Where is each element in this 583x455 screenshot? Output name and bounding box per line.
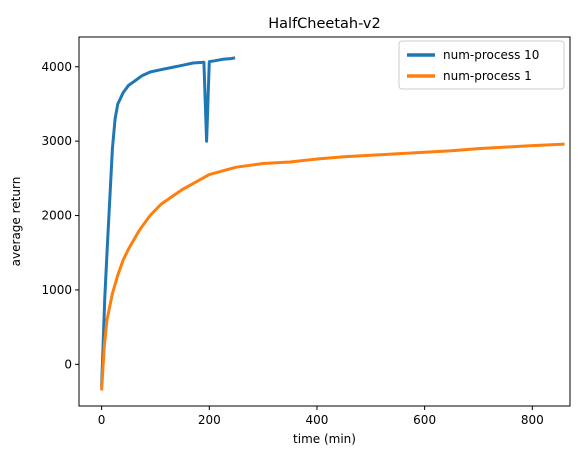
series-layer bbox=[100, 56, 565, 391]
legend: num-process 10 num-process 1 bbox=[398, 40, 565, 90]
y-tick-label: 2000 bbox=[41, 209, 72, 223]
y-tick-label: 1000 bbox=[41, 283, 72, 297]
y-tick-label: 0 bbox=[64, 357, 72, 371]
y-axis-label: average return bbox=[9, 177, 23, 267]
y-tick-label: 3000 bbox=[41, 134, 72, 148]
x-tick-label: 0 bbox=[98, 413, 106, 427]
x-axis-label: time (min) bbox=[293, 432, 356, 446]
series-line-1 bbox=[100, 142, 565, 391]
y-tick-label: 4000 bbox=[41, 60, 72, 74]
x-tick-label: 200 bbox=[198, 413, 221, 427]
series-line-0 bbox=[100, 56, 236, 387]
plot-frame bbox=[78, 36, 571, 407]
x-axis: 0 200 400 600 800 bbox=[98, 406, 544, 427]
x-tick-label: 600 bbox=[413, 413, 436, 427]
chart-title: HalfCheetah-v2 bbox=[268, 16, 381, 32]
legend-label: num-process 1 bbox=[443, 69, 532, 83]
y-axis: 0 1000 2000 3000 4000 bbox=[41, 60, 79, 371]
x-tick-label: 400 bbox=[306, 413, 329, 427]
legend-label: num-process 10 bbox=[443, 48, 539, 62]
legend-box bbox=[398, 40, 565, 90]
x-tick-label: 800 bbox=[521, 413, 544, 427]
